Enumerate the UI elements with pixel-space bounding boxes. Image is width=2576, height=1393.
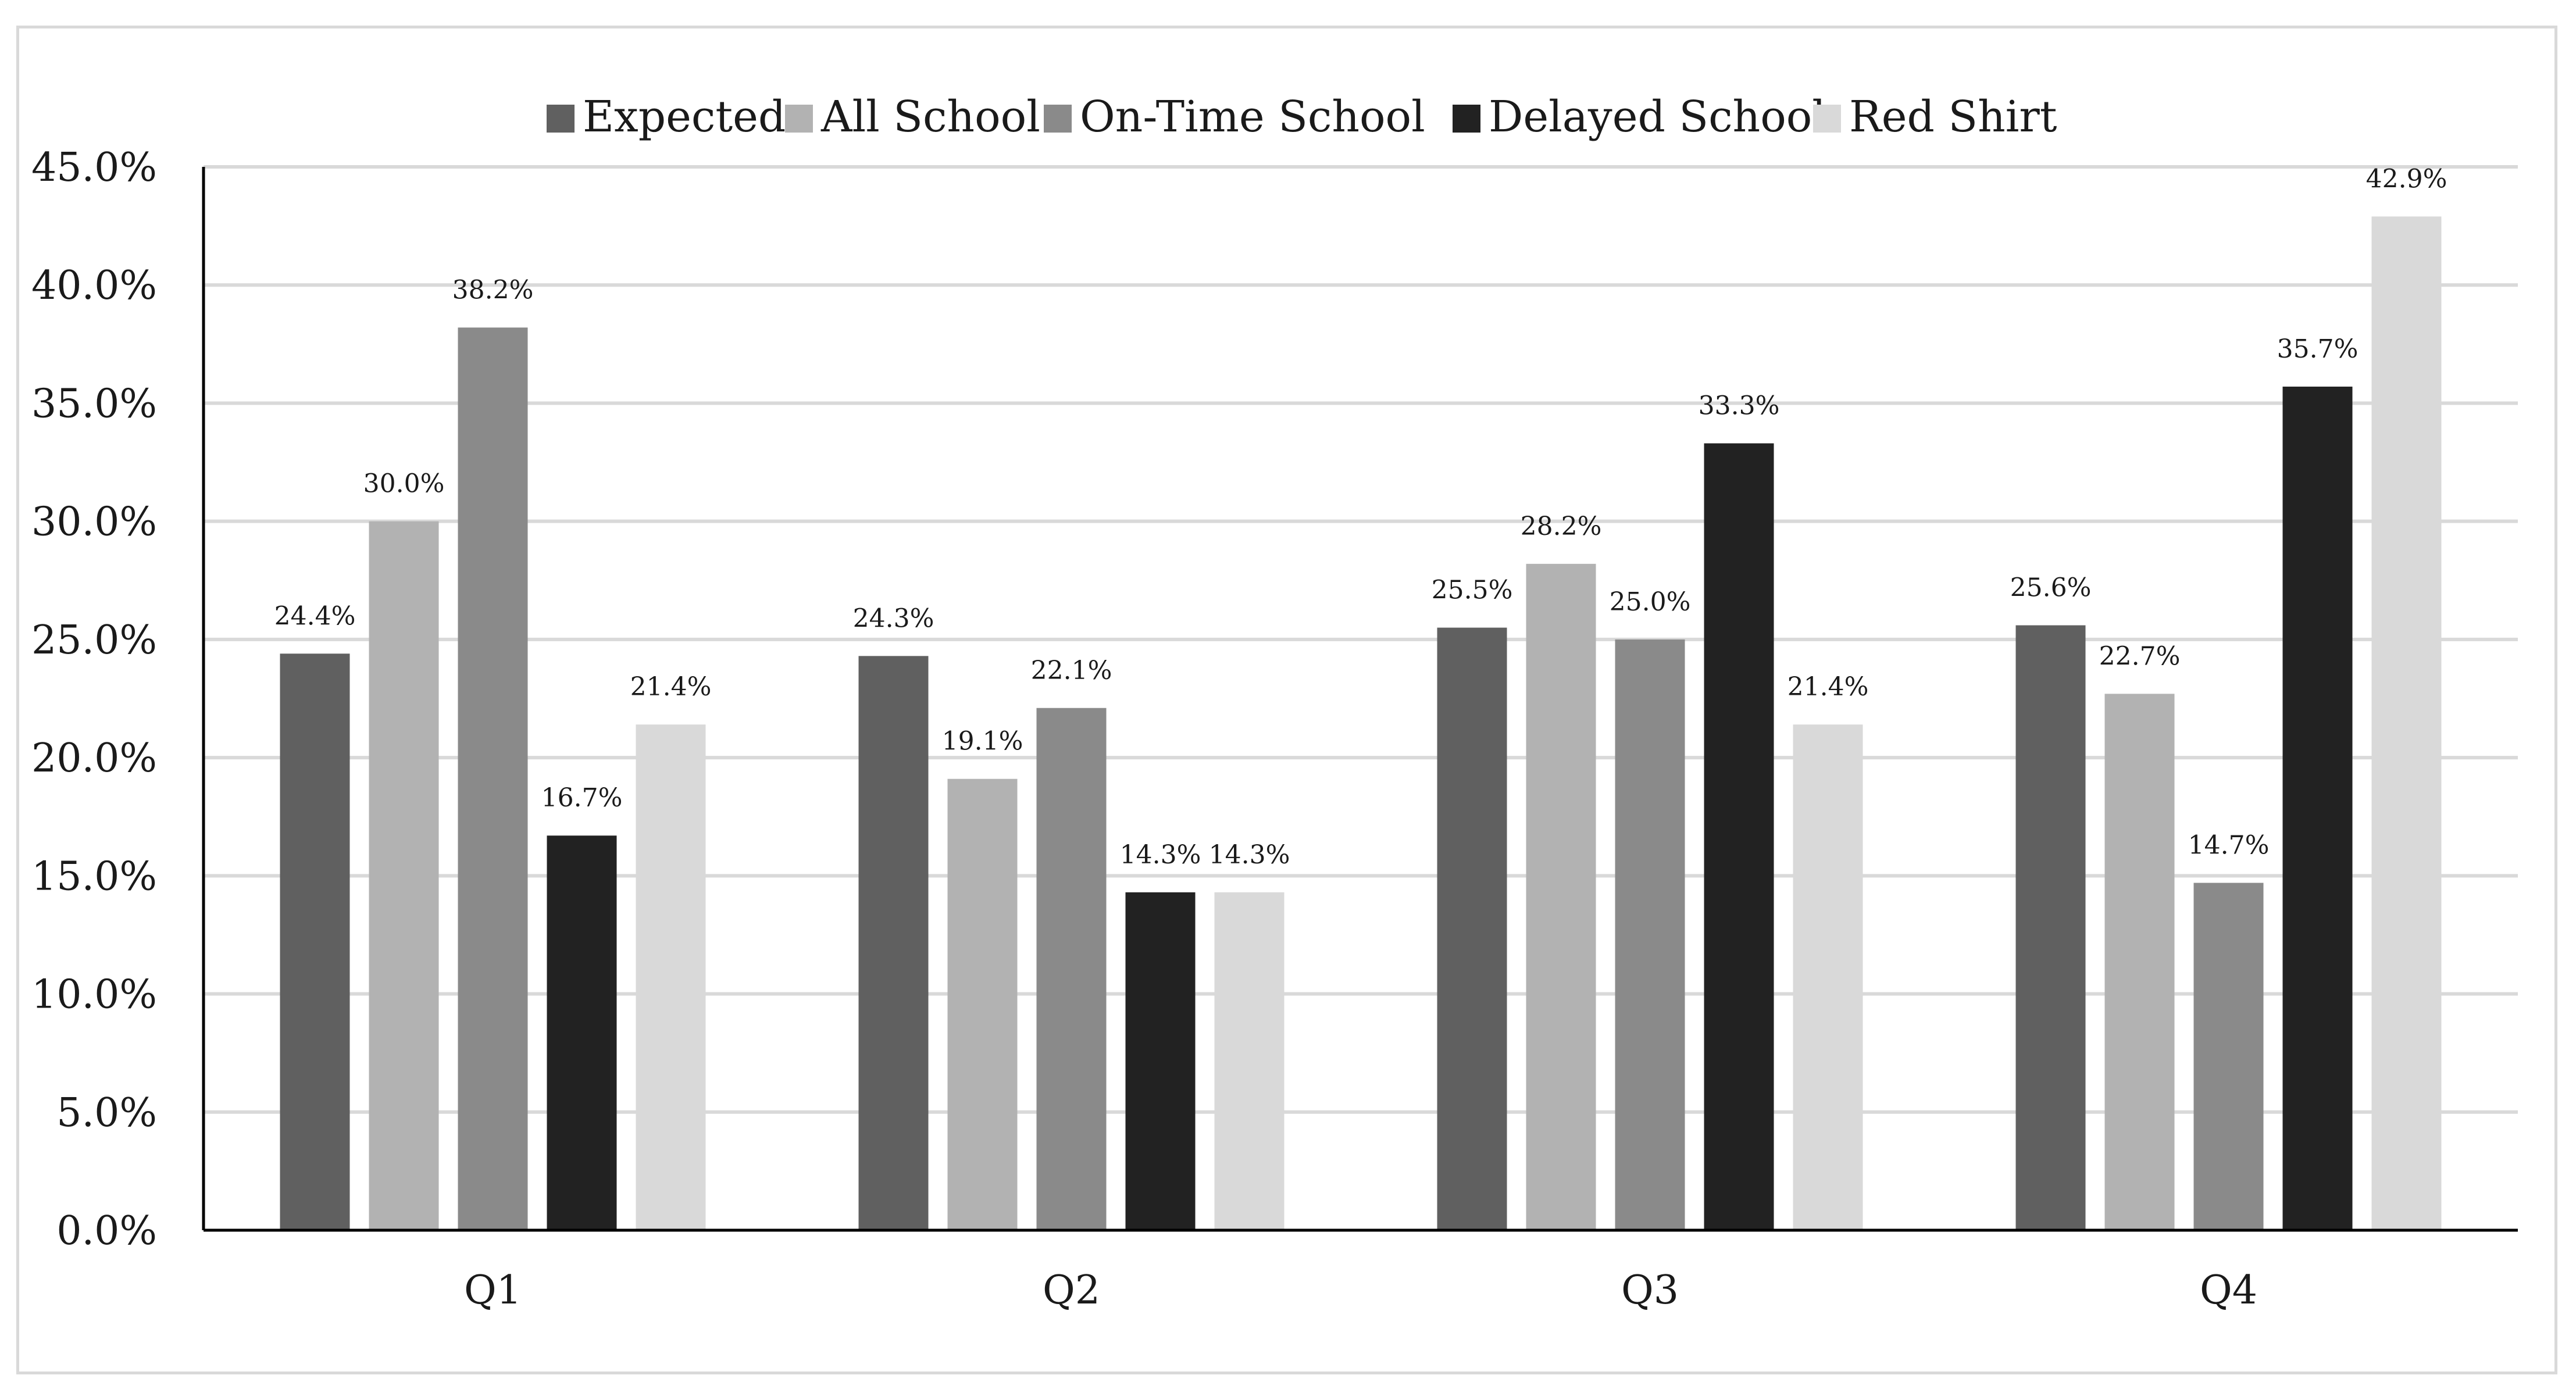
bar-q1-expected — [280, 653, 350, 1230]
bar-q1-on-time-school — [458, 327, 528, 1230]
data-label: 33.3% — [1699, 391, 1780, 421]
y-tick-label: 25.0% — [31, 617, 157, 663]
data-label: 42.9% — [2366, 164, 2447, 194]
bar-q1-all-school — [369, 521, 439, 1230]
y-tick-label: 30.0% — [31, 499, 157, 545]
y-tick-label: 15.0% — [31, 853, 157, 899]
data-label: 22.7% — [2099, 641, 2181, 671]
legend-swatch-expected — [547, 105, 575, 133]
bar-q2-expected — [858, 656, 929, 1230]
bar-q2-red-shirt — [1214, 892, 1285, 1230]
data-label: 16.7% — [541, 783, 623, 813]
bar-q2-on-time-school — [1036, 708, 1107, 1230]
bar-q3-expected — [1437, 627, 1507, 1230]
data-label: 24.3% — [853, 603, 934, 633]
data-label: 24.4% — [274, 601, 356, 631]
category-label-q2: Q2 — [1043, 1267, 1100, 1313]
legend-label: Expected — [583, 92, 786, 142]
category-label-q4: Q4 — [2200, 1267, 2257, 1313]
legend-label: On-Time School — [1080, 92, 1425, 142]
data-label: 25.5% — [1432, 576, 1513, 605]
y-tick-label: 45.0% — [31, 145, 157, 191]
y-axis-tick-labels: 0.0% 5.0% 10.0% 15.0% 20.0% 25.0% 30.0% 35.0% 40… — [31, 145, 157, 1254]
data-label: 35.7% — [2277, 334, 2359, 364]
legend-swatch-red-shirt — [1813, 105, 1841, 133]
legend-swatch-delayed-school — [1453, 105, 1480, 133]
bar-q4-all-school — [2104, 694, 2175, 1230]
data-label: 21.4% — [1787, 672, 1869, 702]
data-label: 30.0% — [363, 469, 445, 499]
legend-swatch-all-school — [785, 105, 813, 133]
data-label: 14.3% — [1209, 840, 1290, 870]
data-label: 14.3% — [1120, 840, 1201, 870]
category-label-q3: Q3 — [1621, 1267, 1679, 1313]
legend-label: All School — [820, 92, 1040, 142]
bars — [280, 216, 2442, 1231]
bar-q4-expected — [2015, 625, 2086, 1230]
legend-label: Delayed School — [1489, 92, 1826, 142]
y-tick-label: 5.0% — [56, 1090, 157, 1136]
bar-q2-all-school — [947, 778, 1018, 1230]
data-label: 19.1% — [942, 727, 1023, 756]
legend: Expected All School On-Time School Delayed … — [547, 92, 2057, 142]
bar-q1-delayed-school — [547, 835, 617, 1230]
data-label: 22.1% — [1031, 656, 1112, 685]
data-label: 21.4% — [630, 672, 712, 702]
bar-q3-on-time-school — [1615, 639, 1685, 1230]
y-tick-label: 20.0% — [31, 735, 157, 781]
bar-q1-red-shirt — [636, 724, 706, 1230]
bar-q4-red-shirt — [2371, 216, 2442, 1231]
bar-q4-on-time-school — [2193, 883, 2264, 1230]
data-labels: 24.4% 30.0% 38.2% 16.7% 21.4% 24.3% 19.1% 22.1%… — [274, 164, 2447, 869]
data-label: 28.2% — [1521, 512, 1602, 541]
bar-q3-delayed-school — [1704, 443, 1774, 1230]
legend-label: Red Shirt — [1849, 92, 2057, 142]
y-tick-label: 40.0% — [31, 263, 157, 309]
data-label: 14.7% — [2188, 831, 2270, 860]
bar-q2-delayed-school — [1125, 892, 1196, 1230]
y-tick-label: 35.0% — [31, 381, 157, 427]
x-axis-category-labels: Q1 Q2 Q3 Q4 — [464, 1267, 2257, 1313]
axes — [202, 167, 2518, 1232]
bar-q3-red-shirt — [1793, 724, 1863, 1230]
category-label-q1: Q1 — [464, 1267, 522, 1313]
data-label: 25.6% — [2010, 573, 2092, 603]
data-label: 25.0% — [1610, 587, 1691, 617]
bar-q3-all-school — [1526, 563, 1596, 1230]
y-tick-label: 0.0% — [56, 1208, 157, 1254]
bar-q4-delayed-school — [2282, 386, 2353, 1230]
data-label: 38.2% — [452, 275, 534, 305]
y-tick-label: 10.0% — [31, 972, 157, 1018]
legend-swatch-on-time-school — [1044, 105, 1072, 133]
